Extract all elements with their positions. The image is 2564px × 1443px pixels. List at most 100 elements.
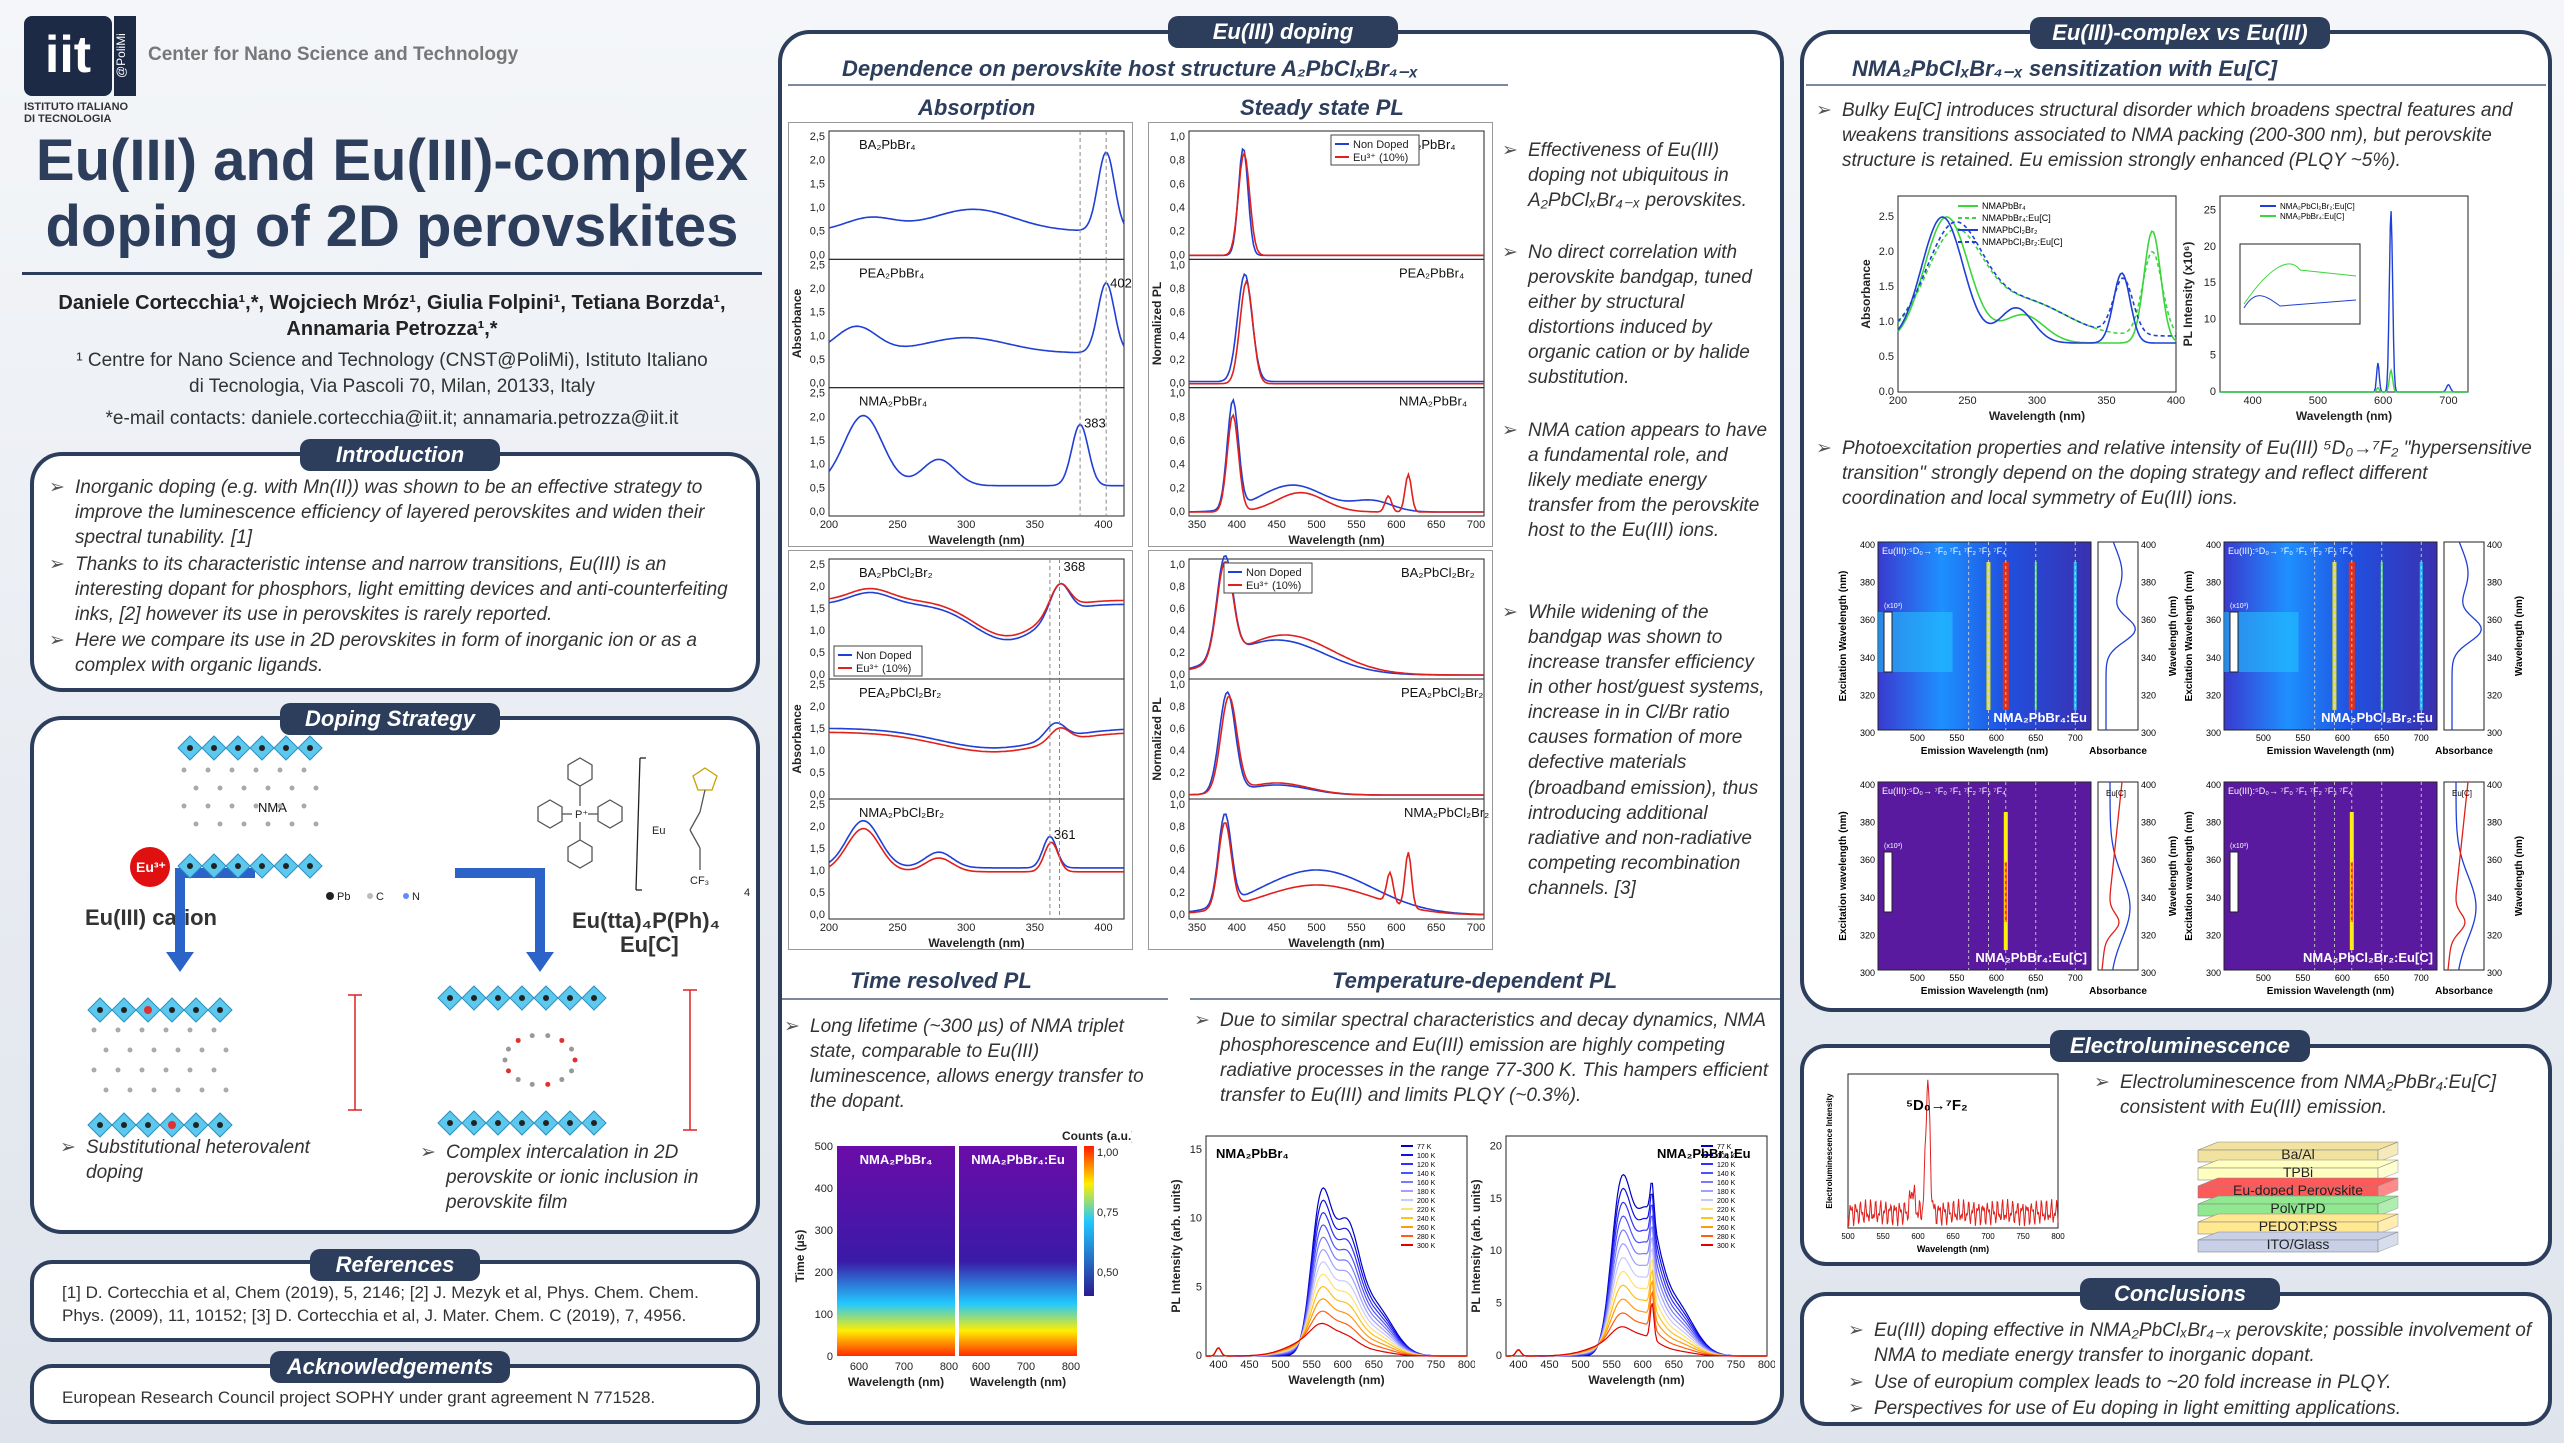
y-tick: 1,5 (810, 723, 825, 735)
x-tick: 350 (1188, 519, 1206, 531)
layer-side (2377, 1141, 2399, 1163)
spectrum-line (828, 414, 1124, 487)
spectrum-line (1188, 560, 1484, 676)
octahedron-complex-pb (591, 995, 597, 1001)
y-tick: 0,2 (1170, 354, 1185, 366)
complex-absorbance-chart: NMAPbBr₄ NMAPbBr₄:Eu[C] NMAPbCl₂Br₂ NMAPbCl… (1859, 195, 2185, 423)
x-tick: 700 (1467, 519, 1485, 531)
cb-tick: 1,00 (1097, 1147, 1118, 1159)
frame (1897, 195, 2177, 393)
legend-entry: NMAPbCl₂Br₂:Eu[C] (1982, 237, 2063, 247)
doping-bullet-1: ➢ Effectiveness of Eu(III) doping not ubi… (1502, 140, 1747, 212)
side-y-tick: 300 (2141, 968, 2156, 978)
spectrum-line (1188, 822, 1485, 916)
panel-label: PEA₂PbBr₄ (1399, 265, 1464, 280)
x-tick: 600 (1634, 1359, 1652, 1371)
authors: Daniele Cortecchia¹,*, Wojciech Mróz¹, G… (22, 290, 762, 342)
complex-rule (1806, 84, 2546, 86)
x-tick: 350 (2097, 395, 2115, 407)
x-axis-label: Emission Wavelength (nm) (1921, 986, 2048, 997)
nma-atom (313, 821, 319, 827)
y-tick: 0,8 (1170, 155, 1185, 167)
side-y-tick: 320 (2141, 930, 2156, 940)
y-tick: 10 (1490, 1245, 1502, 1257)
panel-label: PEA₂PbBr₄ (859, 265, 924, 280)
x-tick: 450 (1268, 519, 1286, 531)
nma-atom (151, 1047, 157, 1053)
octahedron-pb (259, 863, 265, 869)
x-tick: 700 (895, 1361, 913, 1373)
temp-dep-pl-left: 77 K 100 K 120 K 140 K 160 K 180 K 200 K 220 K 2… (1170, 1135, 1475, 1387)
frame (1505, 1135, 1768, 1357)
map-colorbar (1883, 611, 1893, 673)
y-tick: 0,2 (1170, 767, 1185, 779)
y-tick: 340 (1860, 653, 1875, 663)
x-tick: 750 (2016, 1232, 2030, 1241)
x-axis-label: Emission Wavelength (nm) (2267, 746, 2394, 757)
doping-strategy-diagram: NMA Eu³⁺ Eu(III) cation Eu(tta)₄P(Ph)₄ E… (85, 735, 750, 1138)
octahedron-doped-pb (97, 1007, 103, 1013)
heatmap (837, 1146, 955, 1356)
y-tick: 0,0 (810, 789, 825, 801)
y-axis-label: Excitation wavelength (nm) (2184, 811, 2195, 940)
side-curve (2109, 781, 2131, 971)
y-tick: 360 (1860, 855, 1875, 865)
y-tick: 0.0 (1879, 386, 1894, 398)
x-axis-label: Emission Wavelength (nm) (2267, 986, 2394, 997)
y-tick: 0,6 (1170, 723, 1185, 735)
legend-entry: NMA₂PbCl₂Br₂:Eu[C] (2280, 202, 2355, 211)
y-tick: 2,0 (810, 283, 825, 295)
x-tick: 350 (1026, 519, 1044, 531)
nma-atom (205, 803, 211, 809)
y-tick: 15 (1190, 1144, 1202, 1156)
nma-atom (115, 1027, 121, 1033)
ack-text: European Research Council project SOPHY … (62, 1388, 656, 1407)
map-colorbar (1883, 851, 1893, 913)
nma-atom (301, 803, 307, 809)
affil-line-1: ¹ Centre for Nano Science and Technology… (76, 350, 708, 371)
cb-tick: 0,75 (1097, 1207, 1118, 1219)
doping-bullet-1-text: Effectiveness of Eu(III) doping not ubiq… (1528, 140, 1747, 212)
y-tick: 300 (1860, 728, 1875, 738)
map-band (2380, 562, 2383, 710)
y-tick: 2,0 (810, 581, 825, 593)
y-tick: 0 (827, 1351, 833, 1363)
side-y-label: Wavelength (nm) (2514, 596, 2525, 676)
x-tick: 350 (1188, 922, 1206, 934)
absorption-header: Absorption (918, 95, 1036, 120)
y-tick: 500 (815, 1141, 833, 1153)
complex-bullet-1-text: Bulky Eu[C] introduces structural disord… (1842, 100, 2513, 172)
y-tick: 400 (2206, 540, 2221, 550)
x-tick: 550 (2295, 733, 2310, 743)
x-tick: 600 (1334, 1359, 1352, 1371)
y-axis-label: Excitation Wavelength (nm) (1838, 571, 1849, 702)
temp-legend: 240 K (1717, 1216, 1736, 1223)
nma-atom (193, 821, 199, 827)
authors-line-1: Daniele Cortecchia¹,*, Wojciech Mróz¹, G… (58, 292, 726, 314)
side-y-tick: 320 (2487, 930, 2502, 940)
eu-badge-circle (130, 847, 170, 887)
y-axis-label: Normalized PL (1150, 697, 1164, 780)
y-tick: 360 (2206, 615, 2221, 625)
excitation-map-4: Eu(III):⁵D₀→ ⁷F₀ ⁷F₁ ⁷F₂ ⁷F₃ ⁷F₄ NMA₂PbCl… (2184, 780, 2525, 997)
layer-label: PEDOT:PSS (2259, 1218, 2338, 1234)
side-frame (2443, 781, 2485, 971)
legend-n: N (412, 891, 420, 903)
logo-sub2: DI TECNOLOGIA (24, 113, 112, 125)
temp-legend: 180 K (1717, 1189, 1736, 1196)
spectrum-line (828, 722, 1125, 749)
y-tick: 360 (1860, 615, 1875, 625)
complex-pl-chart: NMA₂PbCl₂Br₂:Eu[C]NMA₂PbBr₄:Eu[C] 400 500 6… (2181, 195, 2469, 423)
y-axis-label: Normalized PL (1150, 282, 1164, 365)
y-tick: 10 (2204, 313, 2216, 325)
center-name: Center for Nano Science and Technology (148, 44, 519, 65)
abs-curve (1897, 228, 2177, 335)
intro-bullet-3: ➢ Here we compare its use in 2D perovskit… (49, 630, 697, 677)
y-tick: 1,0 (1170, 388, 1185, 400)
octahedron-pb (211, 745, 217, 751)
octahedron-pb (307, 745, 313, 751)
legend-nondoped: Non Doped (1353, 139, 1409, 151)
y-tick: 20 (1490, 1140, 1502, 1152)
x-tick: 400 (1228, 519, 1246, 531)
octahedron-pb (283, 745, 289, 751)
